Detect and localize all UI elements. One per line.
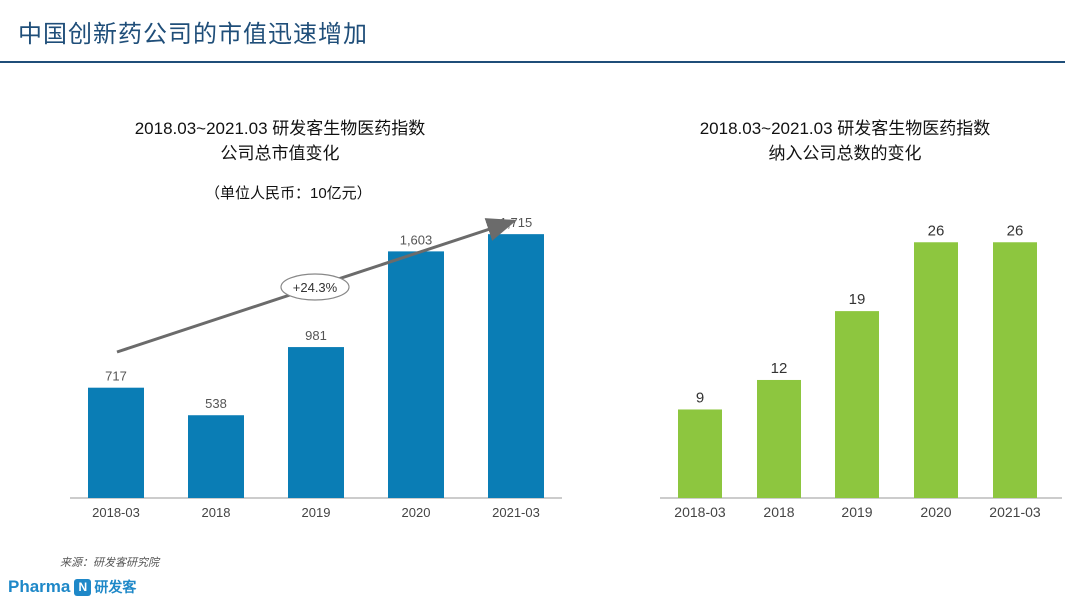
source-note: 来源：研发客研究院 [60,557,159,569]
right-value-label-2021-03: 26 [1007,222,1024,239]
left-bar-2019 [288,347,344,498]
left-category-label-2018: 2018 [202,505,231,520]
left-bar-2020 [388,251,444,498]
right-category-label-2018-03: 2018-03 [674,504,726,520]
right-chart-title: 2018.03~2021.03 研发客生物医药指数 纳入公司总数的变化 [620,116,1070,166]
left-category-label-2021-03: 2021-03 [492,505,540,520]
left-bar-2021-03 [488,234,544,498]
left-bar-2018-03 [88,387,144,498]
left-chart-title: 2018.03~2021.03 研发客生物医药指数 公司总市值变化 [60,116,500,166]
right-bar-2019 [835,311,879,498]
brand-mark: N [74,578,92,596]
growth-annotation-label: +24.3% [293,280,338,295]
left-value-label-2018: 538 [205,396,227,411]
left-category-label-2018-03: 2018-03 [92,505,140,520]
brand-cn-text: 研发客 [94,579,137,595]
right-bar-2020 [914,242,958,498]
left-bar-2018 [188,415,244,498]
right-category-label-2021-03: 2021-03 [989,504,1041,520]
right-category-label-2018: 2018 [763,504,794,520]
right-value-label-2019: 19 [849,291,866,308]
left-value-label-2018-03: 717 [105,369,127,384]
left-category-label-2020: 2020 [402,505,431,520]
right-chart-title-line2: 纳入公司总数的变化 [768,144,922,163]
right-category-label-2019: 2019 [841,504,872,520]
brand-logo: Pharma N 研发客 [8,577,136,597]
left-category-label-2019: 2019 [302,505,331,520]
left-chart-title-line1: 2018.03~2021.03 研发客生物医药指数 [134,119,426,138]
left-chart-unit: （单位人民币：10亿元） [205,185,372,202]
left-value-label-2020: 1,603 [400,232,433,247]
right-category-label-2020: 2020 [920,504,951,520]
right-bar-2018 [757,379,801,498]
brand-text: Pharma [8,577,71,596]
right-bar-2018-03 [678,409,722,498]
right-value-label-2018-03: 9 [696,389,704,406]
right-value-label-2018: 12 [771,360,788,377]
left-value-label-2019: 981 [305,328,327,343]
right-value-label-2020: 26 [928,222,945,239]
right-chart-title-line1: 2018.03~2021.03 研发客生物医药指数 [699,119,991,138]
right-bar-2021-03 [993,242,1037,498]
title-divider [0,61,1065,63]
page-title: 中国创新药公司的市值迅速增加 [18,21,368,48]
left-chart-title-line2: 公司总市值变化 [220,144,340,163]
growth-annotation-oval [280,273,350,301]
